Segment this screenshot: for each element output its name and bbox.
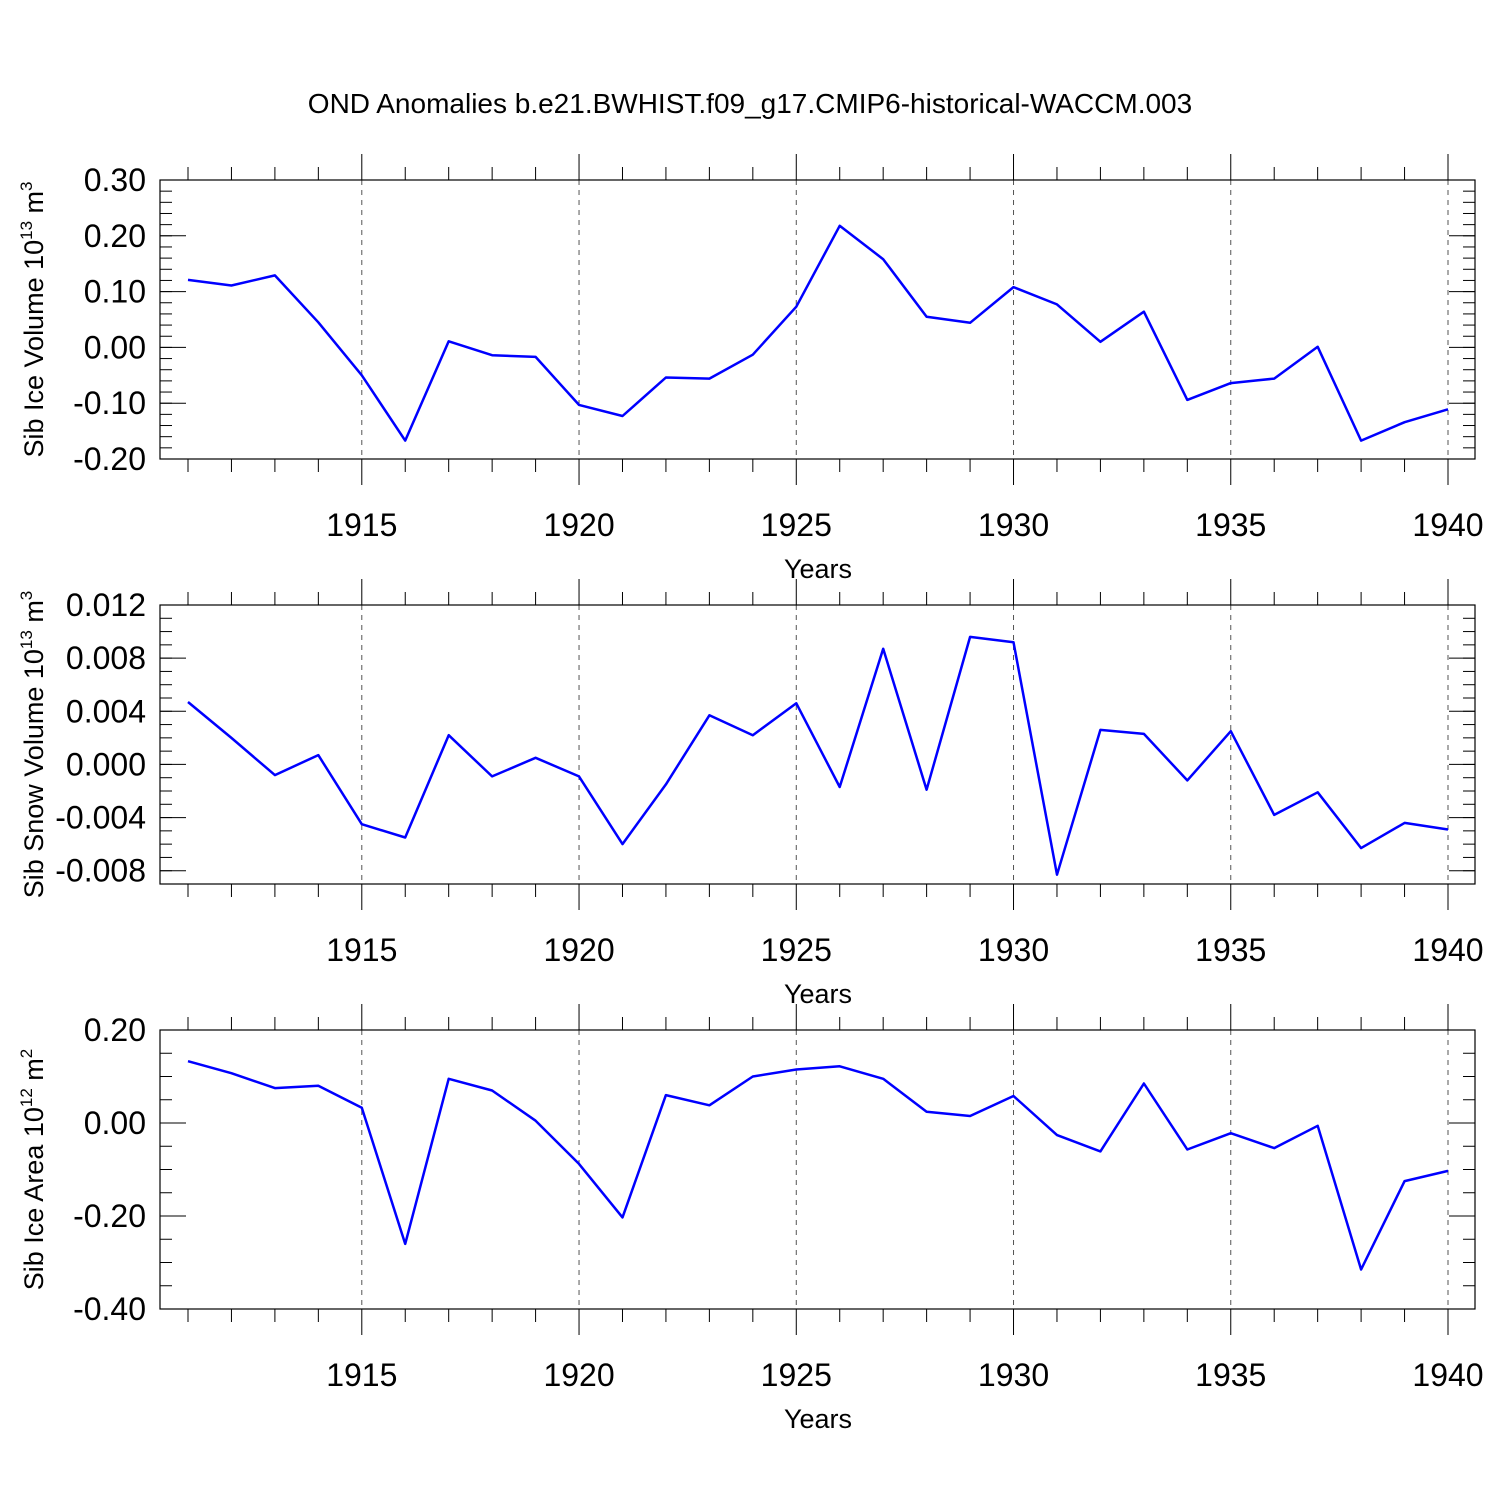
x-tick-label: 1940 xyxy=(1412,932,1483,968)
y-tick-label: -0.40 xyxy=(73,1291,146,1327)
y-tick-label: 0.008 xyxy=(66,640,146,676)
x-tick-label: 1925 xyxy=(761,507,832,543)
x-tick-label: 1935 xyxy=(1195,1357,1266,1393)
y-tick-label: -0.10 xyxy=(73,385,146,421)
x-tick-label: 1930 xyxy=(978,507,1049,543)
x-tick-label: 1925 xyxy=(761,1357,832,1393)
y-tick-label: 0.00 xyxy=(84,1105,146,1141)
y-tick-label: 0.004 xyxy=(66,693,146,729)
x-axis-title: Years xyxy=(784,554,852,584)
data-line xyxy=(187,1059,1449,1271)
x-tick-label: 1940 xyxy=(1412,507,1483,543)
x-tick-label: 1920 xyxy=(543,932,614,968)
data-line xyxy=(187,635,1449,876)
x-tick-label: 1915 xyxy=(326,507,397,543)
y-tick-label: 0.10 xyxy=(84,274,146,310)
x-tick-label: 1930 xyxy=(978,1357,1049,1393)
y-axis-title: Sib Ice Volume 1013 m3 xyxy=(17,181,49,457)
y-tick-label: -0.008 xyxy=(55,853,146,889)
y-tick-label: 0.012 xyxy=(66,587,146,623)
x-tick-label: 1925 xyxy=(761,932,832,968)
y-tick-label: 0.00 xyxy=(84,329,146,365)
x-tick-label: 1935 xyxy=(1195,507,1266,543)
x-tick-label: 1920 xyxy=(543,1357,614,1393)
y-tick-label: 0.30 xyxy=(84,162,146,198)
x-tick-label: 1930 xyxy=(978,932,1049,968)
y-tick-label: 0.000 xyxy=(66,746,146,782)
y-tick-label: -0.20 xyxy=(73,1198,146,1234)
plot-frame xyxy=(159,604,1476,885)
x-axis-title: Years xyxy=(784,1404,852,1434)
x-axis-title: Years xyxy=(784,979,852,1009)
y-tick-label: 0.20 xyxy=(84,1012,146,1048)
y-tick-label: -0.004 xyxy=(55,800,146,836)
x-tick-label: 1915 xyxy=(326,1357,397,1393)
data-line xyxy=(187,224,1449,442)
x-tick-label: 1920 xyxy=(543,507,614,543)
x-tick-label: 1940 xyxy=(1412,1357,1483,1393)
figure-title: OND Anomalies b.e21.BWHIST.f09_g17.CMIP6… xyxy=(307,88,1193,119)
x-tick-label: 1935 xyxy=(1195,932,1266,968)
y-axis-title: Sib Snow Volume 1013 m3 xyxy=(17,591,49,899)
plot-frame xyxy=(159,1029,1476,1310)
y-tick-label: -0.20 xyxy=(73,441,146,477)
plot-frame xyxy=(159,179,1476,460)
y-axis-title: Sib Ice Area 1012 m2 xyxy=(17,1049,49,1291)
x-tick-label: 1915 xyxy=(326,932,397,968)
y-tick-label: 0.20 xyxy=(84,218,146,254)
